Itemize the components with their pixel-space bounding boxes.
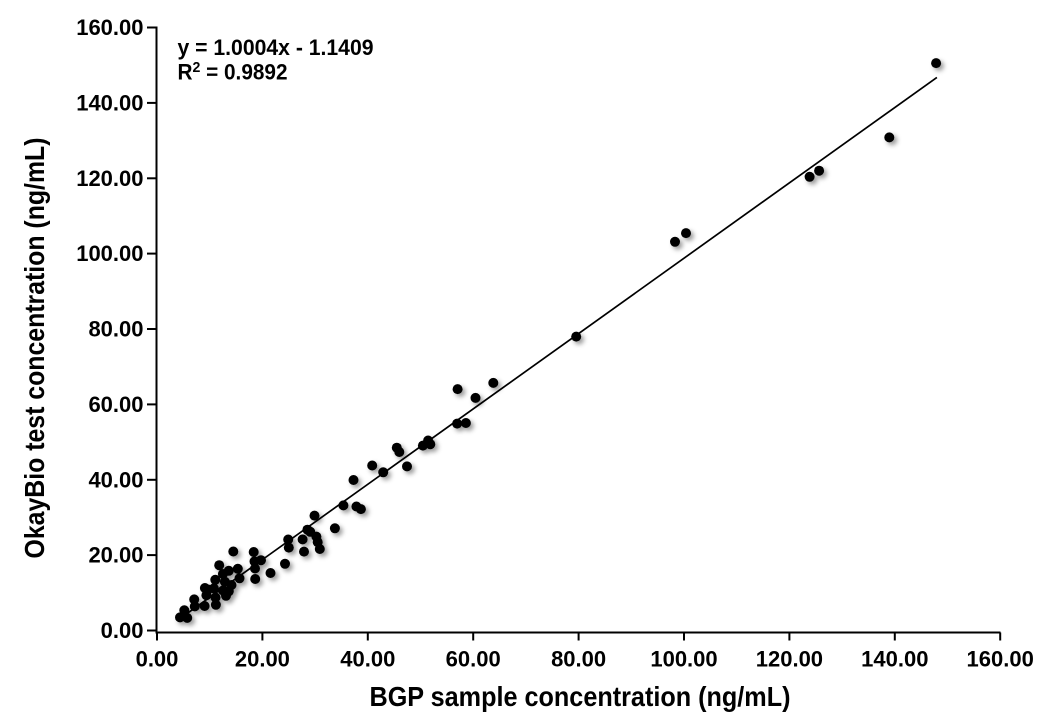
svg-text:120.00: 120.00 [76,166,143,191]
svg-text:160.00: 160.00 [967,647,1034,672]
svg-text:20.00: 20.00 [88,543,143,568]
svg-text:80.00: 80.00 [551,647,606,672]
svg-text:R2 = 0.9892: R2 = 0.9892 [178,59,288,85]
svg-text:0.00: 0.00 [101,618,144,643]
svg-text:140.00: 140.00 [76,91,143,116]
svg-text:40.00: 40.00 [340,647,395,672]
svg-text:160.00: 160.00 [76,15,143,40]
svg-text:OkayBio test concentration (ng: OkayBio test concentration (ng/mL) [19,138,50,559]
svg-text:0.00: 0.00 [136,647,179,672]
svg-text:60.00: 60.00 [88,392,143,417]
svg-text:60.00: 60.00 [446,647,501,672]
svg-text:y = 1.0004x - 1.1409: y = 1.0004x - 1.1409 [178,35,374,60]
svg-text:100.00: 100.00 [650,647,717,672]
svg-text:120.00: 120.00 [756,647,823,672]
svg-text:100.00: 100.00 [76,241,143,266]
svg-text:80.00: 80.00 [88,317,143,342]
svg-text:BGP sample concentration (ng/m: BGP sample concentration (ng/mL) [370,681,791,712]
svg-text:140.00: 140.00 [861,647,928,672]
svg-text:20.00: 20.00 [235,647,290,672]
svg-text:40.00: 40.00 [88,467,143,492]
